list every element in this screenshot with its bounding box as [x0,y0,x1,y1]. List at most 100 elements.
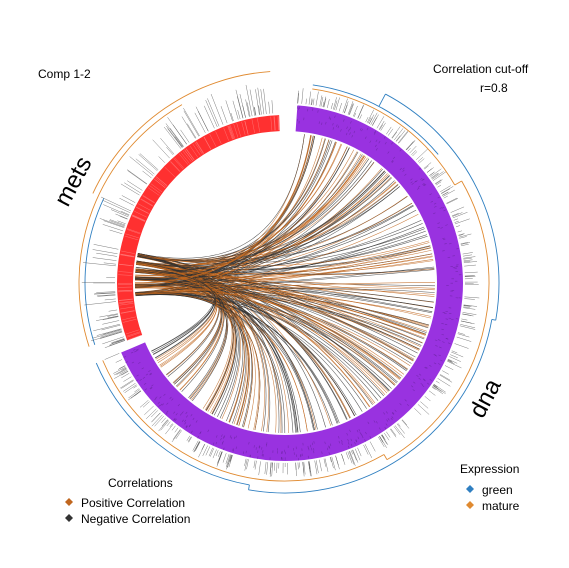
legend-marker-positive [65,498,73,506]
feature-tick [254,107,257,116]
correlation-link [137,255,271,433]
feature-tick [458,233,465,236]
dna-ring-mark [318,121,320,124]
dna-ring-mark [418,377,421,380]
dna-ring-mark [387,418,390,421]
feature-tick [432,171,446,181]
track-mature [78,104,183,347]
correlation-link [135,276,425,340]
feature-tick [134,388,140,393]
dna-ring-mark [184,422,187,425]
feature-tick [269,462,272,477]
dna-ring-mark [235,446,237,450]
dna-ring-mark [439,207,443,209]
dna-ring-mark [391,159,394,163]
dna-ring-mark [392,412,395,415]
feature-tick [433,384,446,394]
feature-tick [451,351,464,358]
feature-tick [405,141,414,150]
dna-ring-mark [179,413,182,416]
dna-ring-mark [384,426,387,430]
feature-tick [228,455,233,468]
dna-ring-mark [375,421,378,424]
feature-tick [264,461,267,474]
feature-tick [257,87,262,115]
feature-tick [457,230,462,233]
feature-tick [217,451,223,465]
dna-ring-mark [455,318,459,320]
feature-tick [161,417,166,423]
feature-tick [111,338,125,344]
track-step [491,319,496,321]
dna-ring-mark [418,373,422,376]
feature-tick [145,408,157,420]
feature-tick [311,99,313,106]
mets-ring-mark [170,161,181,172]
dna-ring-mark [229,435,232,438]
dna-ring-mark [423,184,427,187]
dna-ring-mark [328,452,330,455]
dna-ring-mark [163,393,166,396]
feature-tick [343,101,349,114]
feature-tick [464,296,480,299]
feature-tick [394,128,404,141]
mets-ring-mark [203,136,211,150]
feature-tick [187,123,197,139]
dna-ring-mark [427,382,430,385]
feature-tick [463,307,476,310]
legend-label-green: green [482,483,513,497]
dna-ring-mark [378,141,381,144]
mets-ring-mark [120,310,135,314]
feature-tick [396,130,406,142]
feature-tick [308,461,311,477]
feature-tick [102,316,119,321]
correlation-link [135,287,435,296]
dna-ring-mark [232,449,235,452]
feature-tick [183,107,200,137]
feature-tick [464,271,478,274]
dna-ring-mark [399,403,402,406]
feature-tick [419,158,425,164]
feature-tick [186,435,191,441]
mets-ring-mark [120,310,135,314]
dna-ring-mark [355,439,358,442]
dna-ring-mark [390,417,393,421]
dna-ring-mark [433,212,436,215]
feature-tick [447,359,452,362]
mets-ring-mark [118,290,133,292]
dna-ring-mark [166,402,169,405]
dna-ring-mark [354,442,356,445]
dna-ring-mark [328,116,330,120]
dna-ring-mark [195,420,198,423]
dna-ring-mark [416,374,419,377]
feature-tick [430,168,442,178]
feature-tick [319,459,322,472]
feature-tick [103,204,130,216]
feature-tick [331,456,336,471]
correlation-link [137,255,347,420]
feature-tick [348,104,354,115]
mets-ring-mark [118,298,133,301]
feature-tick [433,384,438,388]
dna-ring-mark [230,436,233,440]
feature-tick [449,356,461,362]
dna-ring-mark [341,439,343,443]
dna-ring-mark [451,318,454,321]
correlation-link [136,135,316,265]
dna-ring-mark [223,435,226,438]
dna-ring-mark [360,433,363,437]
feature-tick [94,292,116,295]
feature-tick [350,450,353,455]
feature-tick [166,421,171,427]
mets-ring-mark [174,157,185,169]
feature-tick [461,243,469,247]
feature-tick [462,313,472,316]
dna-ring-mark [383,412,386,415]
feature-tick [363,444,369,455]
mets-ring-mark [119,264,133,267]
feature-tick [443,195,448,199]
dna-ring-mark [326,447,329,451]
correlation-link [137,174,389,261]
feature-tick [386,126,392,135]
correlation-link [137,255,315,431]
